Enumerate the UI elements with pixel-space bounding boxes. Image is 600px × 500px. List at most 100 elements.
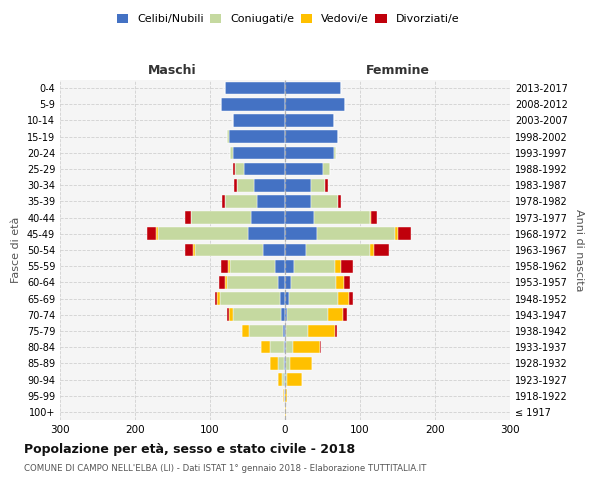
Bar: [285, 130, 337, 143]
Bar: [337, 195, 341, 207]
Bar: [248, 228, 285, 240]
Bar: [328, 308, 343, 321]
Bar: [285, 357, 286, 370]
Bar: [228, 260, 229, 272]
Bar: [293, 341, 320, 353]
Bar: [227, 308, 229, 321]
Bar: [398, 228, 411, 240]
Text: Popolazione per età, sesso e stato civile - 2018: Popolazione per età, sesso e stato civil…: [24, 442, 355, 456]
Bar: [241, 324, 249, 338]
Y-axis label: Anni di nascita: Anni di nascita: [574, 208, 584, 291]
Bar: [278, 276, 285, 288]
Bar: [157, 228, 248, 240]
Bar: [287, 308, 328, 321]
Bar: [284, 390, 285, 402]
Bar: [261, 341, 270, 353]
Bar: [285, 308, 287, 321]
Bar: [285, 179, 311, 192]
Bar: [219, 276, 225, 288]
Bar: [225, 276, 227, 288]
Bar: [233, 162, 235, 175]
Bar: [229, 130, 285, 143]
Bar: [285, 292, 289, 305]
Bar: [335, 324, 337, 338]
Bar: [285, 212, 314, 224]
Bar: [270, 341, 284, 353]
Bar: [283, 324, 285, 338]
Bar: [225, 195, 257, 207]
Legend: Celibi/Nubili, Coniugati/e, Vedovi/e, Divorziati/e: Celibi/Nubili, Coniugati/e, Vedovi/e, Di…: [113, 10, 463, 28]
Bar: [285, 276, 291, 288]
Bar: [277, 357, 284, 370]
Bar: [275, 260, 285, 272]
Bar: [221, 98, 285, 110]
Bar: [257, 195, 285, 207]
Text: Maschi: Maschi: [148, 64, 197, 78]
Bar: [227, 276, 278, 288]
Bar: [311, 179, 325, 192]
Bar: [222, 195, 225, 207]
Bar: [237, 179, 254, 192]
Bar: [229, 146, 233, 159]
Bar: [285, 260, 294, 272]
Bar: [185, 244, 193, 256]
Bar: [147, 228, 156, 240]
Bar: [314, 212, 370, 224]
Bar: [280, 292, 285, 305]
Bar: [285, 98, 345, 110]
Bar: [185, 212, 191, 224]
Bar: [285, 341, 286, 353]
Bar: [370, 244, 373, 256]
Bar: [337, 130, 338, 143]
Bar: [285, 146, 334, 159]
Bar: [335, 260, 341, 272]
Bar: [349, 292, 353, 305]
Bar: [286, 357, 290, 370]
Bar: [285, 114, 334, 127]
Bar: [270, 357, 277, 370]
Bar: [217, 292, 220, 305]
Bar: [227, 130, 229, 143]
Bar: [244, 162, 285, 175]
Bar: [291, 276, 336, 288]
Bar: [285, 390, 287, 402]
Bar: [286, 341, 293, 353]
Bar: [233, 146, 285, 159]
Text: Femmine: Femmine: [365, 64, 430, 78]
Bar: [289, 292, 337, 305]
Bar: [281, 308, 285, 321]
Bar: [334, 146, 336, 159]
Bar: [371, 212, 377, 224]
Bar: [284, 341, 285, 353]
Bar: [285, 406, 286, 418]
Bar: [251, 212, 285, 224]
Bar: [290, 357, 312, 370]
Bar: [193, 244, 195, 256]
Bar: [229, 308, 233, 321]
Bar: [285, 195, 311, 207]
Bar: [278, 373, 282, 386]
Bar: [395, 228, 398, 240]
Bar: [235, 162, 244, 175]
Bar: [308, 324, 335, 338]
Bar: [215, 292, 217, 305]
Bar: [320, 341, 321, 353]
Bar: [323, 162, 330, 175]
Text: COMUNE DI CAMPO NELL'ELBA (LI) - Dati ISTAT 1° gennaio 2018 - Elaborazione TUTTI: COMUNE DI CAMPO NELL'ELBA (LI) - Dati IS…: [24, 464, 427, 473]
Bar: [285, 373, 287, 386]
Bar: [285, 162, 323, 175]
Bar: [221, 260, 228, 272]
Bar: [370, 212, 371, 224]
Bar: [284, 373, 285, 386]
Bar: [337, 292, 349, 305]
Bar: [325, 179, 328, 192]
Bar: [336, 276, 343, 288]
Bar: [225, 82, 285, 94]
Bar: [234, 179, 237, 192]
Bar: [311, 195, 337, 207]
Bar: [156, 228, 157, 240]
Bar: [285, 82, 341, 94]
Bar: [343, 308, 347, 321]
Bar: [254, 179, 285, 192]
Bar: [191, 212, 251, 224]
